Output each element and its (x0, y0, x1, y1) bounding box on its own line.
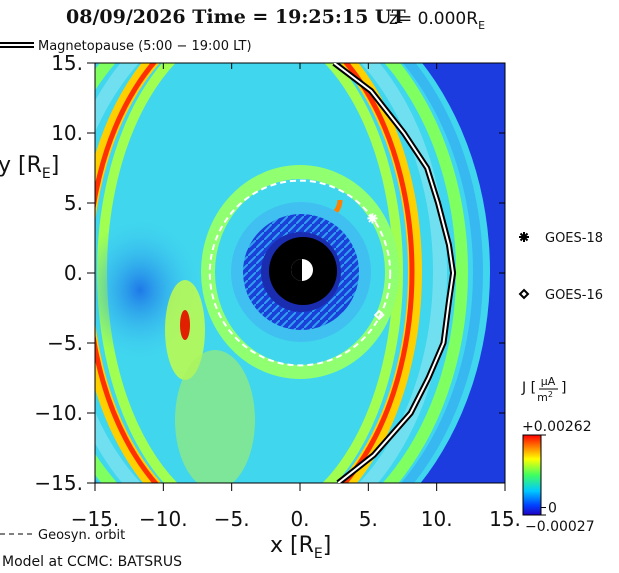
field-band (95, 63, 483, 483)
x-tick-label: −15. (71, 507, 120, 531)
x-tick-label: 5. (359, 507, 378, 531)
field-tail (180, 310, 190, 340)
x-tick-label: 10. (421, 507, 453, 531)
y-tick-label: 5. (64, 191, 83, 215)
ring-current (227, 167, 343, 233)
field-band (95, 63, 422, 483)
y-tick-label: 15. (51, 51, 83, 75)
colorbar-tick-label: −0.00027 (525, 519, 595, 535)
field-band (95, 63, 415, 483)
y-label-end: ] (51, 153, 60, 178)
magnetopause-inner (333, 63, 455, 483)
z-label-sub: E (478, 19, 485, 32)
earth-night (291, 259, 302, 281)
y-axis-label: y [RE] (0, 153, 59, 182)
x-label-text: x [R (270, 533, 314, 558)
x-tick-label: 15. (489, 507, 521, 531)
colorbar-label: J [ (521, 380, 536, 396)
z-label: z= 0.000RE (389, 9, 485, 32)
x-axis-label: x [RE] (270, 533, 331, 562)
x-tick-label: −5. (214, 507, 250, 531)
x-tick-label: −10. (139, 507, 188, 531)
chart-title: 08/09/2026 Time = 19:25:15 UT (66, 6, 406, 28)
current-density-field (95, 63, 505, 483)
y-tick-label: −5. (47, 331, 83, 355)
colorbar-tick-label: +0.00262 (522, 419, 592, 435)
colorbar-tick-label: 0 (548, 501, 557, 517)
legend-magnetopause: Magnetopause (5:00 − 19:00 LT) (38, 39, 252, 54)
x-label-end: ] (323, 533, 332, 558)
colorbar-label-den: m2 (537, 390, 553, 404)
field-band (95, 63, 468, 483)
y-label-sub: E (42, 166, 51, 182)
colorbar (522, 434, 542, 516)
legend-satellite: GOES-18 (545, 231, 603, 246)
footer: Model at CCMC: BATSRUS (2, 554, 182, 570)
satellite-marker (367, 213, 378, 224)
cbar-den-sup: 2 (548, 390, 553, 399)
y-tick-label: −15. (34, 471, 83, 495)
z-label-text: z= 0.000R (389, 9, 478, 29)
legend-marker (519, 232, 529, 242)
field-tail (175, 350, 255, 483)
cbar-den: m (537, 391, 548, 404)
ring-current (201, 165, 399, 379)
geosynchronous-orbit (208, 179, 392, 367)
colorbar-label-end: ] (561, 380, 566, 396)
y-tick-label: 10. (51, 121, 83, 145)
x-tick-label: 0. (290, 507, 309, 531)
field-band (95, 63, 447, 483)
cbar-label-prefix: J [ (521, 380, 536, 396)
legend-satellite: GOES-16 (545, 288, 603, 303)
y-tick-label: −10. (34, 401, 83, 425)
y-tick-label: 0. (64, 261, 83, 285)
x-label-sub: E (314, 546, 323, 562)
legend-marker (518, 288, 530, 300)
colorbar-label-num: μA (541, 375, 556, 388)
y-label-text: y [R (0, 153, 42, 178)
satellite-marker (373, 309, 385, 321)
legend-geosyn: Geosyn. orbit (38, 528, 125, 543)
